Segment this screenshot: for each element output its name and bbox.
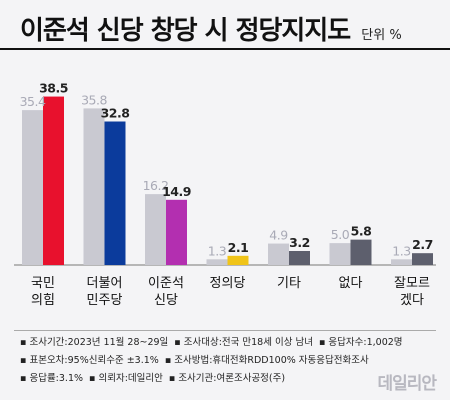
- chart-title-block: 이준석 신당 창당 시 정당지지도 단위 %: [20, 10, 402, 50]
- survey-notes: ▪ 조사기간:2023년 11월 28~29일 ▪ 조사대상:전국 만18세 이상…: [20, 334, 440, 388]
- bar-prev: [268, 243, 289, 265]
- bar-current: [104, 121, 126, 265]
- category-label: 신당: [154, 293, 178, 308]
- bar-current: [350, 239, 372, 265]
- bar-current: [227, 255, 249, 265]
- value-label-current: 38.5: [39, 81, 68, 96]
- bar-prev: [83, 108, 105, 265]
- value-label-current: 32.8: [101, 106, 130, 121]
- value-label-prev: 1.3: [392, 243, 410, 258]
- bar-current: [166, 199, 187, 265]
- note-item: ▪ 응답자수:1,002명: [318, 337, 403, 348]
- watermark-logo: 데일리안: [377, 374, 437, 394]
- value-label-prev: 1.3: [208, 243, 226, 258]
- notes-divider: [14, 330, 436, 331]
- note-line: ▪ 표본오차:95%신뢰수준 ±3.1% ▪ 조사방법:휴대전화RDD100% 자…: [20, 352, 440, 370]
- note-item: ▪ 조사기관:여론조사공정(주): [168, 373, 286, 384]
- bar-prev: [329, 243, 351, 265]
- bar-prev: [206, 259, 228, 265]
- unit-label: 단위 %: [361, 28, 402, 43]
- category-label: 겠다: [400, 293, 424, 308]
- bar-current: [43, 96, 64, 265]
- value-label-current: 5.8: [351, 224, 372, 239]
- note-item: ▪ 조사방법:휴대전화RDD100% 자동응답전화조사: [164, 355, 369, 366]
- value-label-current: 3.2: [289, 235, 310, 250]
- note-item: ▪ 표본오차:95%신뢰수준 ±3.1%: [20, 355, 159, 366]
- value-label-prev: 5.0: [331, 227, 350, 242]
- bar-prev: [22, 110, 43, 265]
- value-label-current: 2.1: [228, 240, 249, 255]
- value-label-prev: 16.2: [143, 178, 169, 193]
- value-label-prev: 35.4: [20, 94, 46, 109]
- note-item: ▪ 조사기간:2023년 11월 28~29일: [20, 337, 169, 348]
- category-label: 잘모르: [394, 276, 430, 291]
- value-label-prev: 35.8: [81, 92, 107, 107]
- note-item: ▪ 의뢰자:데일리안: [89, 373, 163, 384]
- chart-title: 이준석 신당 창당 시 정당지지도: [20, 16, 351, 46]
- bar-prev: [145, 194, 166, 265]
- value-label-current: 2.7: [412, 237, 433, 252]
- category-label: 정의당: [210, 276, 246, 291]
- bar-current: [289, 251, 310, 265]
- value-label-prev: 4.9: [269, 228, 288, 243]
- value-label-current: 14.9: [162, 184, 191, 199]
- category-label: 없다: [339, 276, 363, 291]
- category-label: 기타: [277, 276, 301, 291]
- bar-current: [412, 253, 433, 265]
- note-line: ▪ 조사기간:2023년 11월 28~29일 ▪ 조사대상:전국 만18세 이상…: [20, 334, 440, 352]
- category-label: 이준석: [148, 276, 184, 291]
- title-divider: [0, 48, 450, 50]
- category-label: 더불어: [87, 276, 123, 291]
- category-label: 국민: [31, 276, 55, 291]
- note-item: ▪ 조사대상:전국 만18세 이상 남녀: [174, 337, 313, 348]
- note-item: ▪ 응답률:3.1%: [20, 373, 84, 384]
- category-label: 의힘: [31, 293, 55, 308]
- category-label: 민주당: [87, 293, 123, 308]
- note-line: ▪ 응답률:3.1% ▪ 의뢰자:데일리안 ▪ 조사기관:여론조사공정(주): [20, 370, 440, 388]
- bar-prev: [391, 259, 412, 265]
